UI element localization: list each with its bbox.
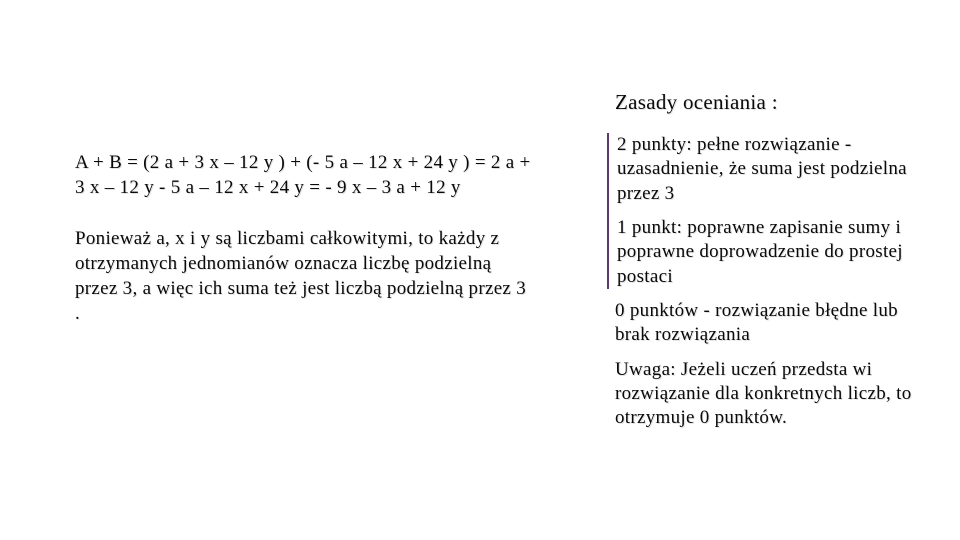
explanation-text: Ponieważ a, x i y są liczbami całkowitym… [75,226,535,326]
grading-criteria-block: 2 punkty: pełne rozwiązanie - uzasadnien… [607,133,935,289]
equation-text: A + B = (2 a + 3 x – 12 y ) + (- 5 a – 1… [75,150,535,200]
points-2: 2 punkty: pełne rozwiązanie - uzasadnien… [617,133,935,206]
grading-note: Uwaga: Jeżeli uczeń przedsta wi rozwiąza… [615,358,935,431]
slide: A + B = (2 a + 3 x – 12 y ) + (- 5 a – 1… [0,0,960,540]
points-0: 0 punktów - rozwiązanie błędne lub brak … [615,299,935,348]
grading-heading: Zasady oceniania : [615,90,935,115]
right-column: Zasady oceniania : 2 punkty: pełne rozwi… [615,90,935,440]
left-column: A + B = (2 a + 3 x – 12 y ) + (- 5 a – 1… [75,150,535,352]
points-1: 1 punkt: poprawne zapisanie sumy i popra… [617,216,935,289]
